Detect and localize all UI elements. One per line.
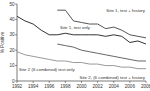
series-line — [57, 10, 146, 38]
x-tick-label: 2000 — [76, 84, 87, 89]
x-tick — [81, 81, 82, 83]
y-tick — [15, 50, 17, 51]
series-line — [57, 44, 146, 61]
y-axis — [17, 4, 18, 81]
x-tick — [129, 81, 130, 83]
y-tick — [15, 19, 17, 20]
x-tick — [146, 81, 147, 83]
x-tick-label: 1996 — [44, 84, 55, 89]
x-tick-label: 1998 — [60, 84, 71, 89]
y-tick-label: 30 — [9, 32, 15, 37]
series-label: Site 2 (6 combined) test only — [19, 67, 75, 72]
x-tick-label: 2004 — [109, 84, 120, 89]
x-tick-label: 2006 — [125, 84, 136, 89]
x-tick — [49, 81, 50, 83]
x-tick — [33, 81, 34, 83]
series-label: Site 1, test only — [60, 25, 91, 30]
x-tick-label: 1994 — [28, 84, 39, 89]
y-tick — [15, 4, 17, 5]
chart: 0 10 20 30 40 50 1992 1994 1996 1998 2000 2002 2004 2… — [0, 0, 150, 91]
x-tick-label: 2002 — [93, 84, 104, 89]
y-axis-label: % Positive — [0, 31, 5, 53]
x-tick-label: 2008 — [141, 84, 150, 89]
x-tick — [97, 81, 98, 83]
y-tick-label: 10 — [9, 63, 15, 68]
y-tick-label: 50 — [9, 2, 15, 7]
x-tick — [17, 81, 18, 83]
series-label: Site 1, test + history — [106, 8, 145, 13]
x-tick — [113, 81, 114, 83]
y-tick-label: 0 — [12, 79, 15, 84]
x-tick-label: 1992 — [12, 84, 23, 89]
y-tick — [15, 34, 17, 35]
x-tick — [65, 81, 66, 83]
plot-lines — [17, 10, 146, 69]
y-tick-label: 40 — [9, 17, 15, 22]
y-tick-label: 20 — [9, 48, 15, 53]
series-label: Site 2, (6 combined) test + history — [79, 75, 145, 80]
series-line — [17, 16, 146, 44]
y-tick — [15, 65, 17, 66]
